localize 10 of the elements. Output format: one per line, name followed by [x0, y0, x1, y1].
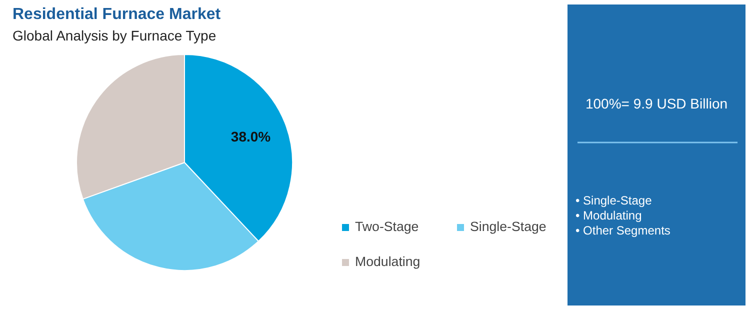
legend-label: Single-Stage	[470, 219, 548, 234]
chart-title: Residential Furnace Market	[12, 6, 222, 23]
chart-subtitle: Global Analysis by Furnace Type	[12, 28, 216, 44]
data-label: 38.0%	[230, 128, 272, 144]
legend-label: Two-Stage	[355, 219, 420, 234]
text: • Modulating	[576, 208, 642, 222]
legend-label: Modulating	[355, 254, 422, 269]
text: • Single-Stage	[576, 194, 652, 208]
text: 100%= 9.9 USD Billion	[585, 96, 728, 112]
text: • Other Segments	[576, 224, 670, 238]
